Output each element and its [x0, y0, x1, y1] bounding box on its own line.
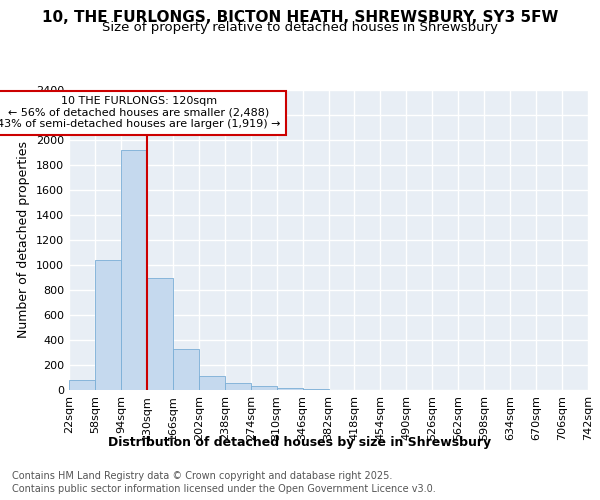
Bar [147, 278, 173, 390]
Bar [95, 260, 121, 390]
Bar [251, 386, 277, 390]
Bar [173, 350, 199, 390]
Bar [199, 376, 224, 390]
Bar [277, 388, 302, 390]
Text: Distribution of detached houses by size in Shrewsbury: Distribution of detached houses by size … [109, 436, 491, 449]
Bar [224, 383, 251, 390]
Text: Contains HM Land Registry data © Crown copyright and database right 2025.: Contains HM Land Registry data © Crown c… [12, 471, 392, 481]
Bar [121, 150, 147, 390]
Text: 10 THE FURLONGS: 120sqm
← 56% of detached houses are smaller (2,488)
43% of semi: 10 THE FURLONGS: 120sqm ← 56% of detache… [0, 96, 281, 130]
Text: Size of property relative to detached houses in Shrewsbury: Size of property relative to detached ho… [102, 21, 498, 34]
Bar [69, 380, 95, 390]
Text: 10, THE FURLONGS, BICTON HEATH, SHREWSBURY, SY3 5FW: 10, THE FURLONGS, BICTON HEATH, SHREWSBU… [42, 10, 558, 25]
Y-axis label: Number of detached properties: Number of detached properties [17, 142, 31, 338]
Text: Contains public sector information licensed under the Open Government Licence v3: Contains public sector information licen… [12, 484, 436, 494]
